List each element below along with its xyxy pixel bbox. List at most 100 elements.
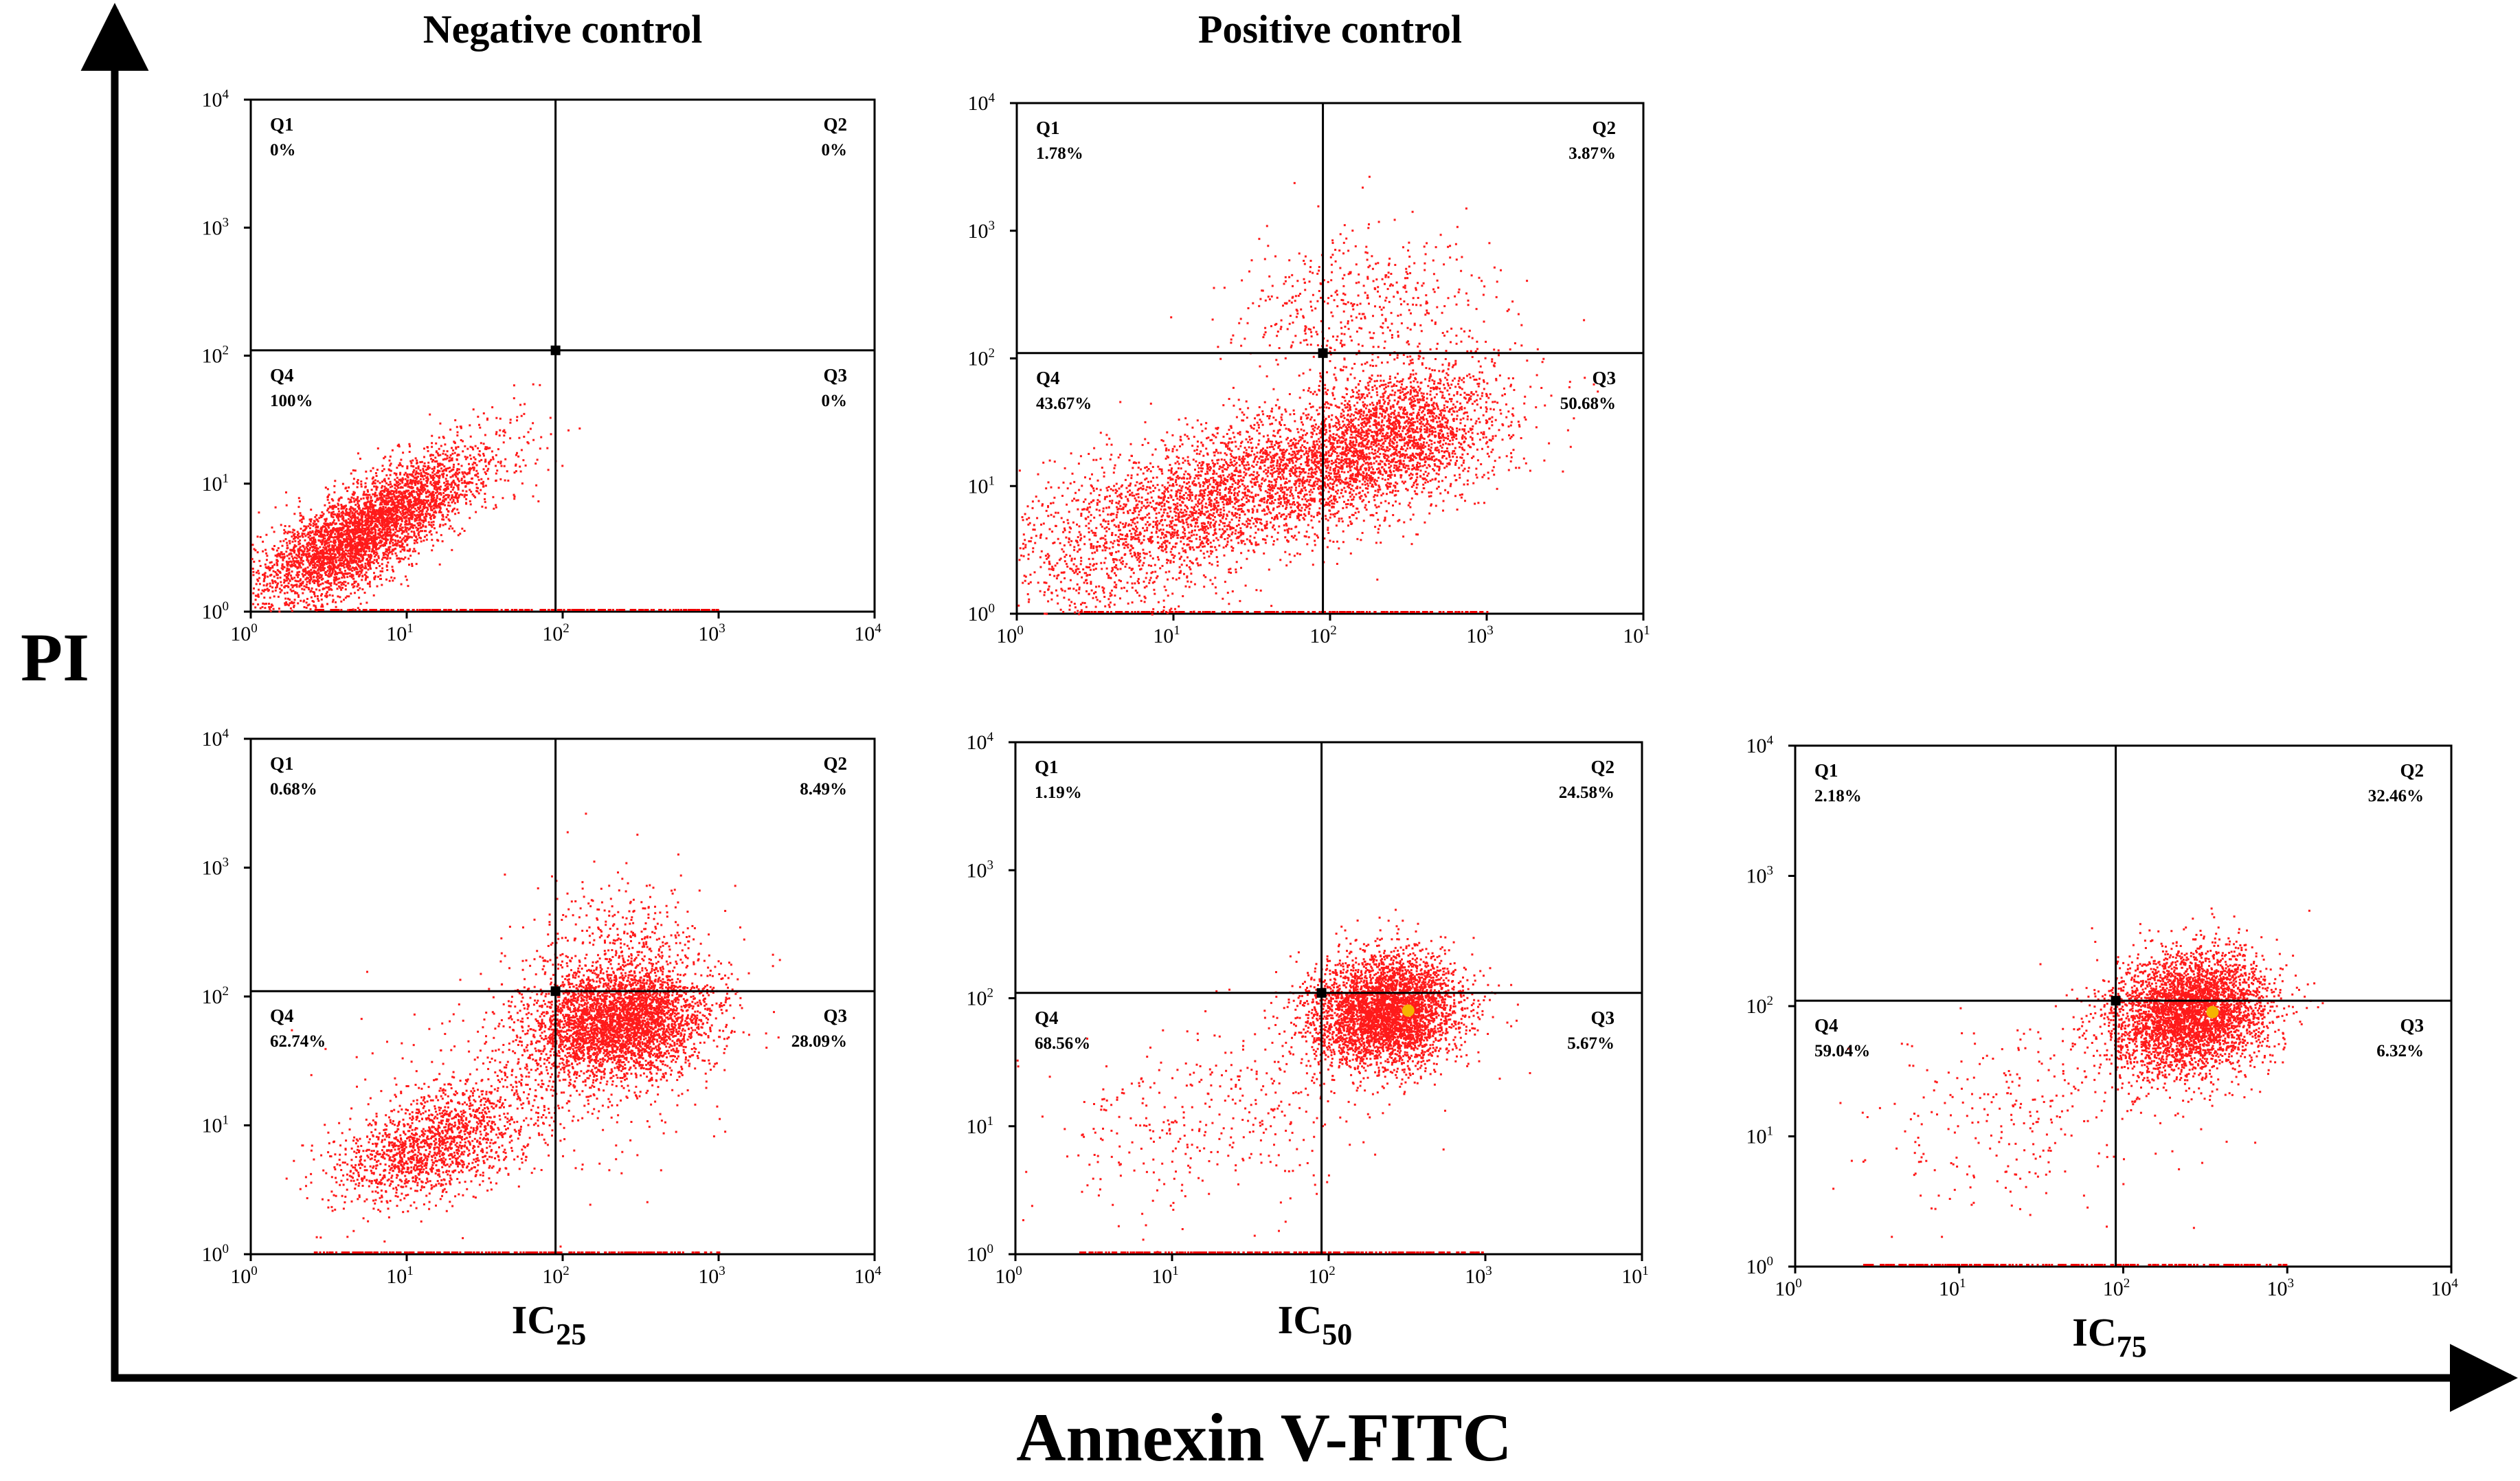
x-tick-label: 102 xyxy=(1308,1264,1336,1288)
quadrant-q3-percent: 0% xyxy=(822,392,848,410)
plot-frame xyxy=(1014,741,1643,1256)
y-tick-label: 100 xyxy=(202,1242,229,1266)
event-dots xyxy=(1832,907,2324,1266)
quadrant-q4-name: Q4 xyxy=(1814,1015,1838,1036)
panel-ic-label: IC50 xyxy=(1278,1298,1352,1351)
quadrant-q2-name: Q2 xyxy=(2400,760,2424,781)
density-hotspot xyxy=(2206,1005,2219,1018)
quadrant-q4-percent: 59.04% xyxy=(1814,1042,1870,1060)
x-tick-label: 104 xyxy=(2431,1276,2458,1300)
panel-title: Positive control xyxy=(1198,7,1462,52)
y-tick-label: 102 xyxy=(1746,994,1774,1018)
quadrant-q3-name: Q3 xyxy=(2400,1015,2424,1036)
x-tick-label: 103 xyxy=(698,1264,725,1288)
y-tick-label: 104 xyxy=(202,726,229,750)
gate-center xyxy=(2111,996,2121,1006)
x-tick-label: 100 xyxy=(230,621,258,645)
y-tick-label: 104 xyxy=(967,730,994,754)
x-tick-label: 104 xyxy=(854,1264,881,1288)
x-tick-label: 102 xyxy=(542,621,570,645)
quadrant-q4-percent: 68.56% xyxy=(1035,1034,1090,1053)
quadrant-q2-percent: 3.87% xyxy=(1568,144,1616,163)
quadrant-q2-name: Q2 xyxy=(823,753,847,774)
baseline-events xyxy=(314,609,719,611)
quadrant-q1-name: Q1 xyxy=(1035,757,1059,777)
quadrant-q2-name: Q2 xyxy=(1590,757,1615,777)
quadrant-q4-percent: 43.67% xyxy=(1036,394,1092,413)
x-tick-label: 101 xyxy=(386,621,414,645)
y-tick-label: 100 xyxy=(968,601,995,625)
plot-frame xyxy=(249,737,876,1256)
quadrant-q2-name: Q2 xyxy=(823,114,847,135)
x-tick-label: 101 xyxy=(1939,1276,1966,1300)
x-tick-label: 103 xyxy=(698,621,725,645)
quadrant-q4-name: Q4 xyxy=(270,365,294,386)
x-tick-label: 101 xyxy=(1153,623,1180,647)
y-tick-label: 100 xyxy=(1746,1254,1774,1278)
x-tick-label: 102 xyxy=(542,1264,570,1288)
x-tick-label: 103 xyxy=(1465,1264,1492,1288)
x-tick-label: 101 xyxy=(1621,1264,1649,1288)
x-tick-label: 101 xyxy=(1623,623,1650,647)
scatter-points xyxy=(285,812,781,1248)
event-dots xyxy=(285,812,781,1254)
quadrant-q1-percent: 1.78% xyxy=(1036,144,1083,163)
y-tick-label: 101 xyxy=(967,1114,994,1138)
y-tick-label: 102 xyxy=(968,346,995,370)
quadrant-q2-percent: 0% xyxy=(822,141,848,159)
y-tick-label: 103 xyxy=(1746,864,1774,888)
x-tick-label: 101 xyxy=(386,1264,414,1288)
quadrant-q1-name: Q1 xyxy=(1036,118,1060,138)
quadrant-q3-name: Q3 xyxy=(823,365,847,386)
y-tick-label: 101 xyxy=(1746,1124,1774,1148)
panel-ic-label: IC75 xyxy=(2072,1310,2146,1363)
quadrant-q3-percent: 6.32% xyxy=(2376,1042,2424,1060)
x-tick-label: 101 xyxy=(1151,1264,1179,1288)
baseline-events xyxy=(313,1251,721,1254)
quadrant-q4-percent: 62.74% xyxy=(270,1032,326,1051)
quadrant-q1-name: Q1 xyxy=(1814,760,1838,781)
x-tick-label: 102 xyxy=(2103,1276,2130,1300)
gate-center xyxy=(1316,988,1327,998)
panel-title: Negative control xyxy=(423,7,702,52)
quadrant-q4-name: Q4 xyxy=(1035,1007,1059,1028)
baseline-events xyxy=(1079,611,1489,613)
y-tick-label: 104 xyxy=(1746,733,1774,757)
x-tick-label: 103 xyxy=(1466,623,1494,647)
scatter-points xyxy=(1832,907,2324,1238)
y-tick-label: 102 xyxy=(967,986,994,1010)
scatter-points xyxy=(251,383,581,613)
x-tick-label: 104 xyxy=(854,621,881,645)
panel-ic-label: IC25 xyxy=(512,1298,586,1351)
quadrant-q1-percent: 0.68% xyxy=(270,780,317,799)
quadrant-q2-name: Q2 xyxy=(1592,118,1616,138)
quadrant-q1-percent: 2.18% xyxy=(1814,787,1862,805)
x-tick-label: 103 xyxy=(2267,1276,2295,1300)
quadrant-q1-percent: 1.19% xyxy=(1035,783,1082,802)
quadrant-q2-percent: 32.46% xyxy=(2368,787,2424,805)
scatter-points xyxy=(1017,175,1599,616)
quadrant-q1-percent: 0% xyxy=(270,141,296,159)
x-tick-label: 100 xyxy=(995,1264,1022,1288)
gate-center xyxy=(550,345,561,355)
quadrant-q3-name: Q3 xyxy=(1590,1007,1615,1028)
quadrant-q1-name: Q1 xyxy=(270,753,294,774)
quadrant-q3-percent: 50.68% xyxy=(1560,394,1616,413)
y-tick-label: 101 xyxy=(202,471,229,495)
y-tick-label: 104 xyxy=(202,87,229,111)
y-tick-label: 102 xyxy=(202,344,229,368)
y-tick-label: 103 xyxy=(967,858,994,882)
quadrant-q3-name: Q3 xyxy=(1592,368,1616,388)
panel-ic25: Q1 0.68% Q2 8.49% Q3 28.09% Q4 62.74% 100 101 102 1… xyxy=(202,726,882,1351)
x-tick-label: 100 xyxy=(1775,1276,1802,1300)
quadrant-q3-percent: 5.67% xyxy=(1567,1034,1615,1053)
y-tick-label: 101 xyxy=(968,474,995,498)
panel-ic75: Q1 2.18% Q2 32.46% Q3 6.32% Q4 59.04% 100 101 102 1… xyxy=(1746,733,2459,1363)
baseline-events xyxy=(1863,1264,2288,1266)
event-dots xyxy=(1016,909,1531,1254)
y-tick-label: 103 xyxy=(968,219,995,243)
figure-y-axis-label: PI xyxy=(21,619,89,695)
x-tick-label: 100 xyxy=(996,623,1024,647)
gate-center xyxy=(550,986,561,996)
quadrant-q1-name: Q1 xyxy=(270,114,294,135)
